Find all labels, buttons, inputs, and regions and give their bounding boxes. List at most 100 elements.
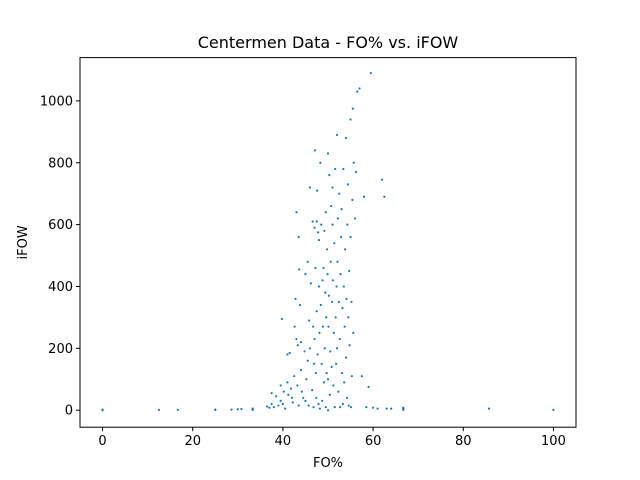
data-point [324,211,327,214]
data-point [360,375,363,378]
data-point [341,402,344,406]
data-points [101,71,555,412]
data-point [376,407,379,410]
data-point [315,396,318,399]
data-point [286,353,289,356]
data-point [381,178,384,181]
data-point [304,399,307,403]
data-point [333,242,336,245]
data-point [332,331,335,334]
data-point [329,260,332,263]
data-point [326,378,330,381]
data-point [336,217,340,220]
data-point [333,406,336,409]
data-point [298,303,302,307]
y-tick-label: 1000 [40,94,73,109]
data-point [340,371,344,375]
data-point [343,325,346,328]
data-point [288,351,291,355]
data-point [303,350,306,353]
data-point [338,337,341,341]
data-point [281,402,285,406]
data-point [371,406,375,409]
data-point [305,378,308,381]
data-point [339,235,343,239]
data-point [317,285,321,288]
data-point [326,248,329,251]
data-point [344,248,347,251]
data-point [320,362,323,365]
data-point [335,362,338,365]
data-point [280,317,284,321]
data-point [342,167,345,171]
data-point [346,223,349,226]
data-point [302,396,305,399]
data-point [299,341,303,344]
y-tick-label: 400 [48,280,73,295]
data-point [290,396,294,399]
data-point [297,404,300,407]
data-point [325,371,328,375]
y-axis: 0 200 400 600 800 1000 [40,94,80,419]
data-point [365,406,368,409]
data-point [319,303,322,307]
data-point [318,407,321,410]
data-point [230,408,233,411]
chart-title: Centermen Data - FO% vs. iFOW [198,33,459,52]
data-point [307,319,311,322]
data-point [275,395,278,398]
data-point [362,195,366,198]
data-point [293,325,296,328]
data-point [316,189,319,192]
data-point [312,325,315,328]
data-point [326,409,330,412]
data-point [351,198,354,201]
data-point [344,356,348,359]
data-point [319,161,322,164]
data-point [324,291,327,294]
data-point [354,170,358,174]
data-point [270,392,273,395]
data-point [306,359,309,362]
data-point [347,404,350,407]
data-point [330,300,334,304]
data-point [282,390,285,393]
data-point [313,337,316,341]
data-point [336,260,339,263]
data-point [352,161,355,164]
data-point [321,279,324,282]
data-point [341,307,344,310]
data-point [344,136,348,140]
data-point [315,310,318,313]
y-tick-label: 800 [48,156,73,171]
data-point [236,408,239,411]
data-point [346,183,349,186]
data-point [350,300,353,304]
x-tick-label: 60 [365,434,382,449]
data-point [334,316,337,319]
y-axis-label: iFOW [16,225,31,259]
y-tick-label: 0 [65,404,73,419]
data-point [321,325,325,328]
data-point [337,390,340,393]
x-tick-label: 20 [184,434,201,449]
data-point [316,231,320,234]
data-point [318,331,321,334]
data-point [272,406,275,409]
data-point [289,387,293,390]
data-point [353,217,357,220]
data-point [367,385,370,389]
data-point [352,331,355,334]
data-point [351,107,354,110]
data-point [304,273,307,276]
data-point [176,408,179,411]
data-point [287,393,290,396]
y-tick-label: 600 [48,218,73,233]
data-point [487,407,491,410]
data-point [335,133,339,137]
data-point [277,404,280,407]
data-point [329,350,332,353]
data-point [101,408,104,411]
data-point [315,220,318,223]
